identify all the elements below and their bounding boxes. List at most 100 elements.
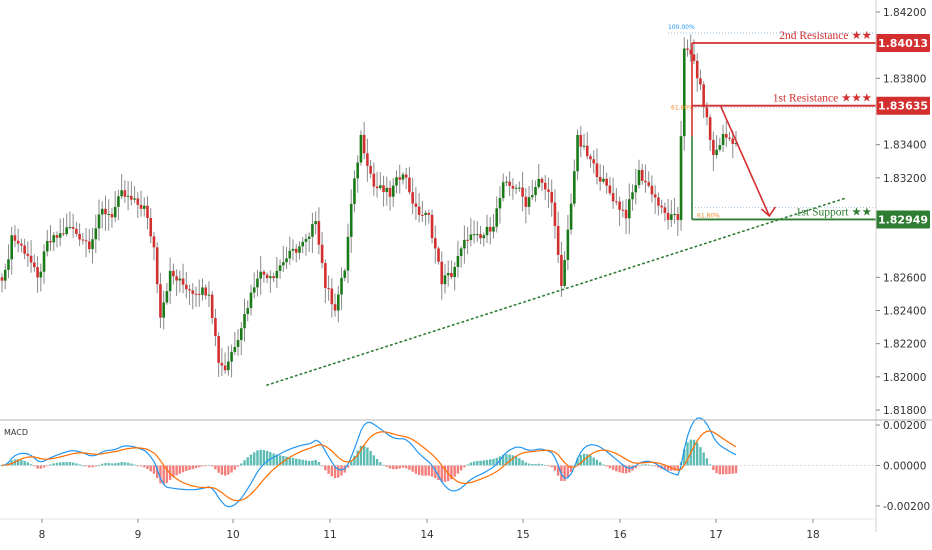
candle-body: [724, 134, 728, 138]
macd-histogram-bar: [579, 454, 582, 466]
macd-histogram-bar: [91, 465, 94, 468]
fib-level-label: 61.80%: [671, 105, 694, 112]
macd-histogram-bar: [628, 465, 631, 473]
candle-body: [511, 185, 515, 189]
candle-body: [372, 173, 376, 187]
candle-body: [715, 149, 718, 156]
macd-tick-label: 0.00000: [883, 460, 926, 472]
macd-histogram-bar: [553, 465, 557, 471]
macd-histogram-bar: [650, 465, 654, 467]
candle-body: [456, 256, 460, 267]
macd-title: MACD: [4, 428, 28, 437]
macd-histogram-bar: [46, 465, 49, 467]
macd-histogram-bar: [366, 447, 369, 466]
macd-histogram-bar: [333, 465, 337, 479]
macd-histogram-bar: [133, 464, 136, 466]
macd-histogram-bar: [62, 462, 65, 466]
candle-body: [239, 328, 243, 341]
candle-body: [220, 362, 224, 366]
macd-histogram-bar: [88, 465, 91, 468]
macd-histogram-bar: [71, 462, 75, 466]
price-tick-label: 1.83800: [883, 73, 926, 85]
price-axis-ticks: 1.84200 1.83800 1.83400 1.83200 1.82600 1.824…: [876, 7, 926, 417]
candle-body: [159, 284, 162, 318]
candle-body: [657, 197, 660, 206]
candle-body: [223, 365, 227, 371]
fib-level-label: 100.00%: [668, 24, 695, 31]
macd-tick-label: 0.00200: [883, 420, 926, 432]
macd-histogram-bar: [618, 465, 621, 473]
macd-histogram-bar: [117, 462, 120, 466]
macd-histogram-bar: [146, 465, 149, 470]
candle-body: [210, 294, 214, 319]
candle-body: [388, 187, 392, 197]
candle-body: [702, 84, 705, 108]
macd-histogram-bar: [139, 465, 143, 467]
macd-histogram-bar: [718, 465, 722, 475]
macd-histogram-bar: [172, 465, 175, 478]
candle-body: [194, 293, 198, 295]
macd-histogram-bar: [320, 465, 324, 467]
candle-body: [294, 248, 298, 253]
macd-histogram-bar: [456, 465, 460, 474]
candle-body: [188, 289, 191, 291]
candle-body: [391, 185, 395, 197]
price-tick-label: 1.83200: [883, 173, 926, 185]
candle-body: [142, 205, 146, 209]
time-tick-label: 9: [135, 529, 142, 541]
candle-body: [608, 185, 612, 194]
candle-body: [227, 361, 230, 371]
macd-histogram-bar: [686, 442, 689, 466]
candle-body: [71, 227, 75, 229]
candle-body: [395, 177, 398, 186]
macd-histogram-bar: [734, 465, 738, 474]
candle-body: [191, 290, 195, 294]
macd-histogram-bar: [282, 455, 285, 466]
macd-histogram-bar: [220, 465, 224, 475]
candle-body: [721, 134, 725, 146]
projection-arrow-head: [760, 206, 777, 218]
candle-body: [91, 239, 94, 250]
level-label: 1st Resistance ★★★: [773, 93, 872, 105]
candle-body: [595, 163, 599, 177]
candle-body: [10, 235, 14, 260]
macd-histogram-bar: [113, 463, 117, 466]
candle-body: [673, 214, 676, 216]
candle-body: [708, 117, 712, 140]
candle-body: [120, 190, 123, 197]
candle-body: [382, 185, 385, 193]
macd-histogram-bar: [621, 465, 625, 473]
price-tick-label: 1.82200: [883, 339, 926, 351]
macd-histogram-bar: [518, 458, 521, 466]
candle-body: [573, 171, 576, 204]
macd-histogram-bar: [243, 460, 246, 466]
macd-histogram-bar: [314, 459, 317, 466]
macd-histogram-bar: [728, 465, 731, 474]
time-tick-label: 18: [806, 529, 819, 541]
candle-body: [530, 195, 534, 198]
macd-histogram-bar: [605, 465, 608, 467]
candle-body: [585, 145, 589, 157]
macd-histogram-bar: [165, 465, 169, 483]
macd-histogram-bar: [430, 465, 434, 477]
price-tick-label: 1.83400: [883, 140, 926, 152]
price-tick-label: 1.84200: [883, 7, 926, 19]
candle-body: [731, 138, 735, 144]
level-price-value: 1.83635: [878, 100, 928, 113]
candle-body: [320, 244, 324, 264]
candle-body: [611, 193, 615, 202]
price-tick-label: 1.82000: [883, 372, 926, 384]
candle-body: [540, 178, 544, 183]
macd-histogram-bar: [692, 439, 696, 466]
candle-body: [336, 294, 340, 311]
macd-histogram-bar: [120, 462, 123, 466]
macd-histogram-bar: [505, 454, 508, 466]
candle-body: [527, 197, 531, 207]
candle-body: [165, 291, 169, 303]
macd-histogram-bar: [395, 465, 398, 470]
macd-histogram-bar: [162, 465, 165, 485]
macd-histogram-bar: [246, 457, 249, 466]
macd-histogram-bar: [185, 465, 188, 472]
macd-line: [1, 417, 737, 508]
time-tick-label: 15: [516, 529, 529, 541]
